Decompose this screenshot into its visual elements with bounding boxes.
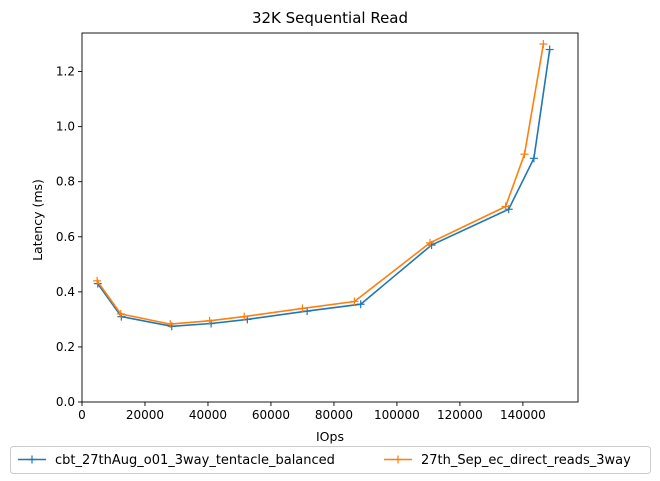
y-tick-label: 0.0: [56, 395, 75, 409]
plot-frame: [81, 32, 579, 403]
x-axis: 0 20000 40000 60000 80000 100000 120000 140000: [78, 402, 546, 422]
plot-area: [81, 32, 579, 403]
series-2: [93, 40, 548, 329]
x-tick-label: 0: [78, 408, 86, 422]
data-point-marker: [501, 202, 510, 211]
chart-title: 32K Sequential Read: [252, 9, 408, 27]
y-tick-label: 1.0: [56, 120, 75, 134]
legend-label: 27th_Sep_ec_direct_reads_3way: [421, 453, 631, 468]
x-tick-label: 20000: [126, 408, 164, 422]
data-point-marker: [539, 40, 548, 49]
x-tick-label: 120000: [437, 408, 483, 422]
x-tick-label: 140000: [500, 408, 546, 422]
data-point-marker: [520, 150, 529, 159]
data-point-marker: [356, 300, 365, 309]
data-point-marker: [116, 309, 125, 318]
data-point-marker: [350, 297, 359, 306]
legend: cbt_27thAug_o01_3way_tentacle_balanced 27…: [10, 446, 651, 474]
series-layer: [93, 40, 554, 331]
legend-item-1: cbt_27thAug_o01_3way_tentacle_balanced: [18, 453, 335, 468]
x-tick-label: 40000: [189, 408, 227, 422]
x-tick-label: 60000: [252, 408, 290, 422]
series-line: [96, 43, 545, 325]
y-tick-label: 0.4: [56, 285, 75, 299]
legend-box: [10, 446, 651, 474]
x-tick-label: 100000: [374, 408, 420, 422]
series-1: [93, 45, 554, 331]
y-axis-title: Latency (ms): [30, 179, 45, 261]
data-point-marker: [240, 312, 249, 321]
data-point-marker: [93, 276, 102, 285]
series-line: [97, 49, 551, 328]
y-tick-label: 0.2: [56, 340, 75, 354]
y-axis: 0.0 0.2 0.4 0.6 0.8 1.0 1.2: [56, 65, 82, 409]
data-point-marker: [529, 154, 538, 163]
y-tick-label: 0.8: [56, 175, 75, 189]
x-tick-label: 80000: [315, 408, 353, 422]
y-tick-label: 0.6: [56, 230, 75, 244]
data-point-marker: [545, 45, 554, 54]
data-point-marker: [166, 320, 175, 329]
x-axis-title: IOps: [316, 429, 344, 444]
legend-item-2: 27th_Sep_ec_direct_reads_3way: [384, 453, 631, 468]
legend-label: cbt_27thAug_o01_3way_tentacle_balanced: [55, 453, 335, 468]
y-tick-label: 1.2: [56, 65, 75, 79]
data-point-marker: [298, 304, 307, 313]
data-point-marker: [425, 238, 434, 247]
data-point-marker: [205, 316, 214, 325]
